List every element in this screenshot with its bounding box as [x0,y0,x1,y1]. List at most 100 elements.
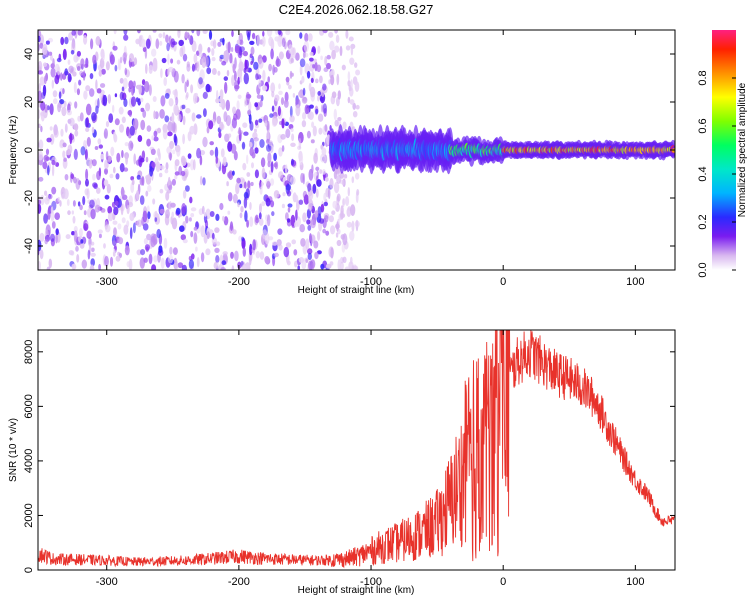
spectrogram-noise-mark [103,128,108,139]
colorbar-tick-label: 0.2 [697,214,709,229]
spectrogram-noise-mark [336,221,339,232]
spectrogram-noise-mark [222,251,228,256]
spectrogram-noise-mark [88,237,92,247]
spectrogram-noise-mark [354,220,360,228]
spectrogram-noise-mark [294,221,299,228]
spectrogram-noise-mark [193,226,198,231]
spectrogram-noise-mark [107,155,112,163]
spectrogram-noise-mark [82,195,86,206]
spectrogram-noise-mark [95,79,98,90]
spectrogram-noise-mark [355,69,361,76]
spectrogram-noise-mark [128,195,133,205]
spectrogram-noise-mark [250,181,254,187]
spectrogram-noise-mark [174,174,178,180]
spectrogram-noise-mark [119,123,124,133]
spectrogram-noise-mark [47,206,52,214]
spectrogram-noise-mark [310,234,316,244]
spectrogram-noise-mark [216,115,222,125]
spectrogram-noise-mark [133,118,139,130]
spectrogram-noise-mark [212,68,217,75]
spectrogram-noise-mark [336,239,342,247]
spectrogram-noise-mark [236,39,241,45]
spectrogram-noise-mark [221,260,227,266]
spectrogram-noise-mark [287,203,293,208]
spectrogram-noise-mark [168,66,174,73]
spectrogram-noise-mark [130,96,137,107]
spectrogram-noise-mark [255,214,259,221]
spectrogram-noise-mark [88,160,93,169]
spectrogram-noise-mark [229,53,233,64]
spectrogram-noise-mark [238,127,241,135]
spectrogram-noise-mark [53,98,58,105]
spectrogram-noise-mark [118,106,124,115]
spectrogram-noise-mark [341,64,346,71]
spectrogram-noise-mark [167,131,173,137]
spectrogram-noise-mark [72,215,76,224]
spectrogram-y-tick-label: 20 [23,96,35,108]
spectrogram-noise-mark [233,113,238,121]
spectrogram-noise-mark [89,264,95,270]
spectrogram-noise-mark [97,138,102,145]
spectrogram-noise-mark [328,215,334,223]
spectrogram-noise-mark [102,94,108,106]
spectrogram-noise-mark [260,157,266,168]
spectrogram-noise-mark [146,125,152,132]
spectrogram-noise-mark [121,150,124,158]
spectrogram-noise-mark [280,97,285,106]
spectrogram-noise-mark [234,45,240,54]
spectrogram-noise-mark [345,196,350,207]
spectrogram-noise-mark [330,74,335,86]
spectrogram-noise-mark [149,166,154,177]
spectrogram-noise-mark [45,40,50,45]
spectrogram-noise-mark [52,58,55,69]
spectrogram-noise-mark [198,43,203,54]
spectrogram-noise-mark [140,97,144,103]
spectrogram-noise-mark [153,136,159,142]
spectrogram-noise-mark [180,234,186,241]
spectrogram-noise-mark [309,86,316,98]
colorbar-tick-label: 0.6 [697,118,709,133]
spectrogram-noise-mark [38,261,41,270]
spectrogram-noise-mark [253,61,259,70]
spectrogram-noise-mark [133,80,136,89]
spectrogram-noise-mark [226,69,230,77]
spectrogram-noise-mark [231,265,235,270]
spectrogram-noise-mark [249,202,252,210]
spectrogram-noise-mark [242,50,248,57]
spectrogram-noise-mark [60,72,63,81]
spectrogram-noise-mark [283,99,289,108]
spectrogram-noise-mark [80,146,86,156]
spectrogram-noise-mark [46,266,51,270]
spectrogram-noise-mark [136,174,141,180]
spectrogram-noise-mark [148,64,153,74]
spectrogram-noise-mark [92,54,97,65]
spectrogram-noise-mark [125,154,128,165]
spectrogram-noise-mark [146,138,152,147]
spectrogram-noise-mark [277,228,283,235]
spectrogram-noise-mark [266,138,270,144]
spectrogram-noise-mark [176,59,181,65]
spectrogram-noise-mark [168,184,173,191]
spectrogram-noise-mark [202,177,206,186]
spectrogram-noise-mark [39,249,44,260]
spectrogram-noise-mark [78,79,82,86]
spectrogram-noise-mark [272,241,278,246]
spectrogram-noise-mark [81,259,88,269]
spectrogram-noise-mark [320,153,326,163]
spectrogram-noise-mark [242,162,247,171]
spectrogram-noise-mark [61,106,67,117]
spectrogram-noise-mark [166,262,171,267]
spectrogram-noise-mark [307,33,313,42]
spectrogram-noise-mark [330,247,334,259]
spectrogram-noise-mark [309,57,314,62]
spectrogram-noise-mark [236,177,241,184]
spectrogram-noise-mark [51,221,56,229]
spectrogram-noise-mark [293,249,298,256]
spectrogram-noise-mark [189,196,193,204]
spectrogram-noise-mark [340,234,345,240]
spectrogram-noise-mark [71,263,77,270]
spectrogram-noise-mark [254,169,259,179]
spectrogram-noise-mark [185,92,189,99]
spectrogram-noise-mark [38,109,41,119]
